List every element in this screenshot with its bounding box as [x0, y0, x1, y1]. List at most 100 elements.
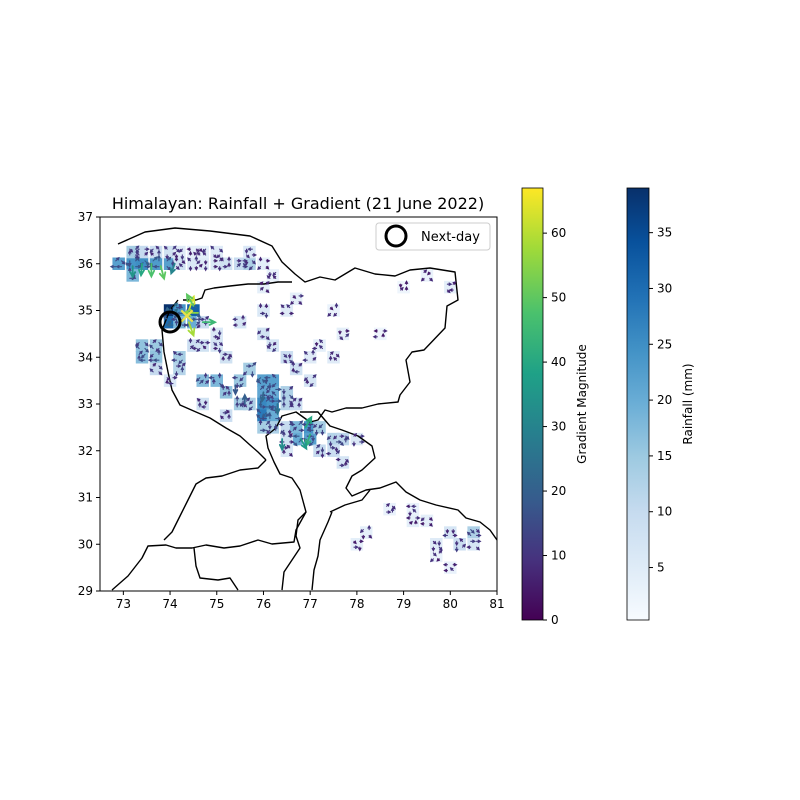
- gradient-arrow: [258, 256, 263, 262]
- gradient-arrow: [318, 339, 323, 344]
- gradient-arrow: [386, 510, 392, 514]
- gradient-arrow: [166, 256, 172, 262]
- gradient-arrow: [459, 538, 464, 542]
- y-tick-label: 29: [78, 584, 93, 598]
- gradient-arrow: [152, 264, 160, 269]
- gradient-arrow: [292, 426, 297, 431]
- gradient-arrow: [368, 534, 373, 539]
- gradient-arrow: [225, 409, 230, 414]
- gradient-arrow: [429, 523, 433, 527]
- gradient-arrow: [251, 361, 257, 367]
- gradient-arrow: [174, 256, 179, 262]
- gradient-arrow: [333, 435, 337, 440]
- gradient-arrow: [293, 370, 300, 374]
- gradient-arrow: [415, 516, 421, 520]
- strong-gradient-arrow: [138, 262, 145, 278]
- gradient-arrow: [196, 324, 201, 329]
- gradient-arrow: [265, 396, 271, 402]
- gradient-arrow: [429, 558, 434, 563]
- region-border-outline: [111, 227, 459, 591]
- strong-gradient-arrow: [232, 384, 239, 396]
- gradient-arrow: [265, 336, 270, 341]
- gradient-arrow: [202, 345, 207, 350]
- gradient-arrow: [452, 533, 458, 538]
- gradient-arrow: [260, 416, 267, 421]
- gradient-arrow: [263, 375, 271, 380]
- gradient-arrow: [314, 429, 319, 436]
- gradient-arrow: [217, 330, 222, 337]
- gradient-arrow: [205, 315, 210, 320]
- gradient-arrow: [219, 248, 224, 253]
- gradient-arrow: [449, 567, 454, 572]
- gradient-arrow: [298, 428, 305, 433]
- gradient-arrow: [275, 416, 282, 421]
- gradient-arrow: [386, 502, 390, 507]
- gradient-arrow: [196, 251, 201, 256]
- gradient-arrow: [210, 245, 215, 250]
- gradient-arrow: [316, 444, 321, 449]
- legend: Next-day: [375, 222, 491, 251]
- gradient-arrow: [320, 447, 325, 454]
- gradient-arrow: [420, 522, 425, 526]
- region-border-south-2: [193, 547, 239, 591]
- gradient-arrow: [282, 449, 286, 455]
- gradient-arrow: [312, 356, 317, 361]
- gradient-arrow: [188, 266, 193, 272]
- gradient-arrow: [476, 533, 482, 538]
- gradient-arrow: [316, 450, 320, 455]
- gradient-arrow: [196, 347, 201, 352]
- gradient-arrow: [178, 263, 183, 268]
- gradient-arrow: [149, 251, 154, 256]
- gradient-arrow: [275, 387, 282, 392]
- gradient-arrow: [289, 394, 294, 400]
- gradient-arrow: [272, 275, 277, 279]
- gradient-arrow: [437, 540, 441, 547]
- colorbar-tick-label: 25: [657, 337, 672, 351]
- gradient-arrow: [334, 447, 339, 453]
- gradient-arrow: [198, 248, 203, 253]
- gradient-arrow: [291, 367, 295, 373]
- gradient-arrow: [311, 349, 315, 355]
- x-tick-label: 76: [256, 597, 271, 611]
- colorbar-tick-label: 15: [657, 449, 672, 463]
- gradient-arrow: [291, 361, 295, 367]
- gradient-arrow: [264, 312, 269, 319]
- legend-marker-next-day: [384, 224, 408, 248]
- gradient-arrow: [335, 353, 340, 358]
- gradient-arrow: [280, 429, 285, 435]
- x-tick-label: 79: [396, 597, 411, 611]
- gradient-arrow: [328, 441, 333, 448]
- gradient-arrow: [235, 401, 239, 408]
- gradient-arrow: [271, 382, 277, 388]
- gradient-arrow: [462, 543, 467, 548]
- gradient-arrow: [268, 271, 272, 278]
- gradient-arrow: [257, 330, 262, 335]
- gradient-arrow: [135, 254, 140, 259]
- gradient-arrow: [381, 332, 385, 338]
- gradient-arrow: [330, 446, 336, 450]
- gradient-arrow: [188, 337, 193, 344]
- gradient-arrow: [287, 429, 292, 435]
- gradient-arrow: [129, 248, 134, 253]
- gradient-arrow: [436, 557, 441, 562]
- gradient-arrow: [165, 254, 169, 260]
- gradient-arrow: [187, 257, 192, 262]
- gradient-arrow: [260, 428, 267, 433]
- gradient-arrow: [219, 257, 224, 262]
- gradient-arrow: [172, 375, 178, 380]
- gradient-arrow: [238, 382, 244, 388]
- gradient-arrow: [121, 260, 126, 265]
- gradient-arrow: [353, 540, 357, 545]
- gradient-arrow: [195, 339, 200, 344]
- gradient-arrow: [216, 336, 221, 341]
- gradient-arrow: [353, 433, 358, 437]
- gradient-arrow: [372, 335, 378, 339]
- gradient-arrow: [272, 347, 277, 353]
- gradient-arrow: [265, 388, 271, 394]
- strong-gradient-arrow: [304, 415, 313, 429]
- gradient-arrow: [257, 266, 262, 271]
- gradient-arrow: [400, 286, 404, 291]
- gradient-arrow: [330, 351, 334, 355]
- gradient-arrow: [178, 359, 183, 365]
- gradient-arrow: [227, 256, 231, 262]
